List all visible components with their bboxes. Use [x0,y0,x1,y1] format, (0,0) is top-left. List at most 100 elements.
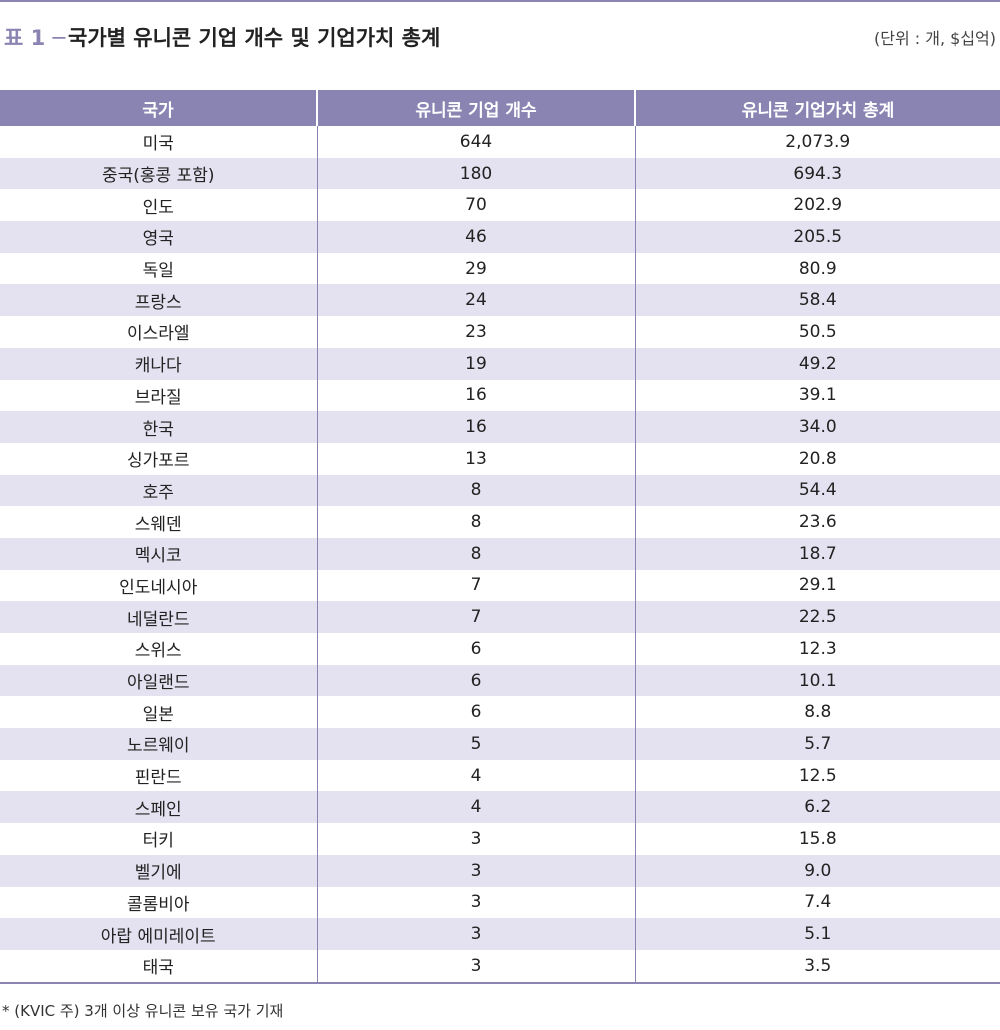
table-row: 프랑스 24 58.4 [0,284,1000,317]
unicorn-count-cell: 3 [316,918,635,950]
unicorn-value-cell: 23.6 [634,506,1000,538]
country-cell: 독일 [142,261,174,282]
country-cell: 캐나다 [0,347,317,380]
top-rule [0,0,1000,2]
table-title: 국가별 유니콘 기업 개수 및 기업가치 총계 [68,26,441,50]
unicorn-value-cell: 3.5 [634,949,1000,984]
title-row: 표 1 ─ 국가별 유니콘 기업 개수 및 기업가치 총계 (단위 : 개, $… [0,20,1000,52]
country-cell: 한국 [0,411,317,443]
table-row: 호주 8 54.4 [0,474,1000,507]
table-row: 미국 644 2,073.9 [0,126,1000,158]
unicorn-value-cell: 80.9 [634,252,1000,285]
country-cell: 터키 [142,831,174,852]
unicorn-value-cell: 29.1 [634,569,1000,602]
country-cell: 인도네시아 [119,577,198,598]
table-row: 일본 6 8.8 [0,696,1000,729]
unicorn-count-cell: 3 [316,886,635,919]
unicorn-count-cell: 7 [316,569,635,602]
unicorn-value-cell: 694.3 [634,157,1000,190]
country-cell: 벨기에 [0,854,317,887]
table-header-row: 국가 유니콘 기업 개수 유니콘 기업가치 총계 [0,90,1000,126]
unicorn-value-cell: 5.7 [634,728,1000,760]
table-row: 캐나다 19 49.2 [0,347,1000,380]
country-cell: 인도 [142,197,174,218]
unicorn-count-cell: 5 [316,728,635,760]
unicorn-count-cell: 4 [316,791,635,824]
unicorn-count-cell: 29 [316,252,635,285]
unicorn-count-cell: 19 [316,347,635,380]
table-row: 중국(홍콩 포함) 180 694.3 [0,157,1000,190]
unicorn-count-cell: 16 [316,411,635,443]
unicorn-value-cell: 58.4 [634,284,1000,317]
unicorn-value-cell: 2,073.9 [634,126,1000,158]
table-row: 콜롬비아 3 7.4 [0,886,1000,919]
footnote: * (KVIC 주) 3개 이상 유니콘 보유 국가 기재 [2,1002,284,1020]
unicorn-count-cell: 6 [316,696,635,729]
country-cell: 아랍 에미레이트 [0,918,317,950]
unicorn-value-cell: 12.5 [634,759,1000,792]
unicorn-count-cell: 46 [316,221,635,253]
unicorn-count-cell: 8 [316,537,635,570]
unicorn-value-cell: 12.3 [634,633,1000,665]
country-cell: 아일랜드 [0,664,317,697]
country-cell: 일본 [142,704,174,725]
country-cell: 이스라엘 [126,324,190,345]
table-row: 싱가포르 13 20.8 [0,442,1000,475]
unicorn-value-cell: 50.5 [634,316,1000,348]
table-row: 스웨덴 8 23.6 [0,506,1000,538]
unit-note: (단위 : 개, $십억) [874,29,996,48]
header-country: 국가 [0,90,317,126]
table-row: 브라질 16 39.1 [0,379,1000,412]
table-row: 스페인 4 6.2 [0,791,1000,824]
header-unicorn-count: 유니콘 기업 개수 [316,90,635,126]
country-cell: 영국 [0,221,317,253]
unicorn-value-cell: 205.5 [634,221,1000,253]
unicorn-value-cell: 8.8 [634,696,1000,729]
unicorn-value-cell: 15.8 [634,823,1000,855]
unicorn-count-cell: 8 [316,506,635,538]
unicorn-value-cell: 7.4 [634,886,1000,919]
unicorn-value-cell: 34.0 [634,411,1000,443]
header-unicorn-value: 유니콘 기업가치 총계 [634,90,1000,126]
unicorn-value-cell: 22.5 [634,601,1000,633]
country-cell: 스웨덴 [134,514,182,535]
country-cell: 중국(홍콩 포함) [0,157,317,190]
country-cell: 콜롬비아 [126,894,190,915]
country-cell: 프랑스 [0,284,317,317]
table-row: 아랍 에미레이트 3 5.1 [0,918,1000,950]
table-row: 핀란드 4 12.5 [0,759,1000,792]
table-body: 미국 644 2,073.9 중국(홍콩 포함) 180 694.3 인도 70 202.9 영국… [0,126,1000,984]
country-cell: 노르웨이 [0,728,317,760]
unicorn-value-cell: 10.1 [634,664,1000,697]
unicorn-value-cell: 6.2 [634,791,1000,824]
unicorn-count-cell: 24 [316,284,635,317]
table-row: 아일랜드 6 10.1 [0,664,1000,697]
unicorn-value-cell: 20.8 [634,442,1000,475]
unicorn-count-cell: 644 [316,126,635,158]
unicorn-count-cell: 16 [316,379,635,412]
unicorn-count-cell: 180 [316,157,635,190]
table-row: 영국 46 205.5 [0,221,1000,253]
unicorn-value-cell: 18.7 [634,537,1000,570]
table-row: 독일 29 80.9 [0,252,1000,285]
unicorn-count-cell: 23 [316,316,635,348]
table-row: 터키 3 15.8 [0,823,1000,855]
unicorn-count-cell: 4 [316,759,635,792]
country-cell: 네덜란드 [0,601,317,633]
country-cell: 브라질 [134,387,182,408]
unicorn-value-cell: 9.0 [634,854,1000,887]
table-number-label: 표 1 ─ [4,26,66,50]
unicorn-count-cell: 13 [316,442,635,475]
unicorn-count-cell: 6 [316,664,635,697]
unicorn-count-cell: 3 [316,949,635,984]
table-row: 인도네시아 7 29.1 [0,569,1000,602]
table-row: 벨기에 3 9.0 [0,854,1000,887]
unicorn-value-cell: 39.1 [634,379,1000,412]
table-row: 스위스 6 12.3 [0,633,1000,665]
unicorn-count-cell: 3 [316,854,635,887]
country-cell: 핀란드 [134,768,182,789]
country-cell: 미국 [142,134,174,155]
unicorn-count-cell: 6 [316,633,635,665]
table-row: 한국 16 34.0 [0,411,1000,443]
country-cell: 스페인 [0,791,317,824]
